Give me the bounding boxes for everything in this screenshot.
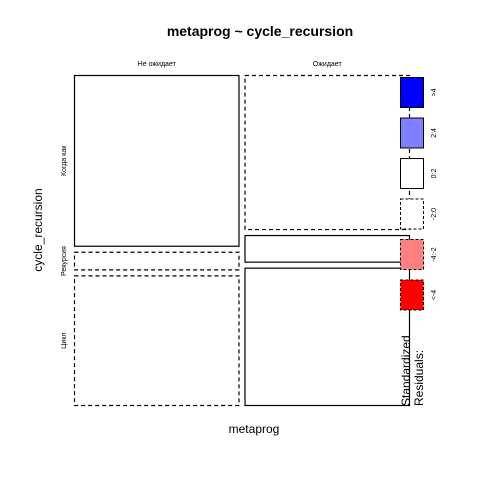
residuals-legend: >4 2:4 0:2 -2:0 -4:-2 <-4 Standardized Residual…	[399, 77, 438, 406]
legend-swatch-3	[400, 198, 424, 230]
x-axis-title: metaprog	[229, 422, 280, 436]
legend-label-0: >4	[431, 88, 438, 96]
y-axis-title: cycle_recursion	[31, 188, 45, 271]
legend-label-5: <-4	[431, 290, 438, 300]
mosaic-cell-ожидает-цикл	[244, 267, 411, 407]
legend-swatch-2	[400, 158, 424, 189]
legend-label-2: 0:2	[431, 169, 438, 179]
chart-title: metaprog ~ cycle_recursion	[167, 23, 353, 39]
legend-title-line-2: Residuals:	[412, 350, 426, 406]
legend-swatch-0	[400, 77, 424, 108]
legend-label-4: -4:-2	[431, 247, 438, 262]
mosaic-cell-не-ожидает-когда-как	[73, 74, 240, 247]
legend-swatch-1	[400, 117, 424, 149]
y-tick-цикл: Цикл	[61, 333, 68, 349]
y-tick-когда-как: Когда как	[61, 145, 68, 176]
mosaic-cell-не-ожидает-цикл	[73, 275, 240, 407]
x-tick-labels: Не ожидает Ожидает	[138, 61, 343, 68]
y-tick-рекурсия: Рекурсия	[61, 246, 68, 276]
legend-swatch-4	[400, 239, 424, 270]
legend-swatch-5	[400, 279, 424, 311]
x-tick-не-ожидает: Не ожидает	[138, 61, 177, 68]
legend-label-1: 2:4	[431, 128, 438, 138]
y-tick-labels: Когда как Рекурсия Цикл	[61, 145, 68, 349]
mosaic-cell-ожидает-рекурсия	[244, 234, 411, 263]
legend-label-3: -2:0	[431, 208, 438, 220]
x-tick-ожидает: Ожидает	[313, 61, 343, 68]
mosaic-cell-не-ожидает-рекурсия	[73, 251, 240, 271]
legend-title-line-1: Standardized	[399, 335, 413, 406]
mosaic-cells	[73, 74, 411, 407]
mosaic-cell-ожидает-когда-как	[244, 74, 411, 231]
